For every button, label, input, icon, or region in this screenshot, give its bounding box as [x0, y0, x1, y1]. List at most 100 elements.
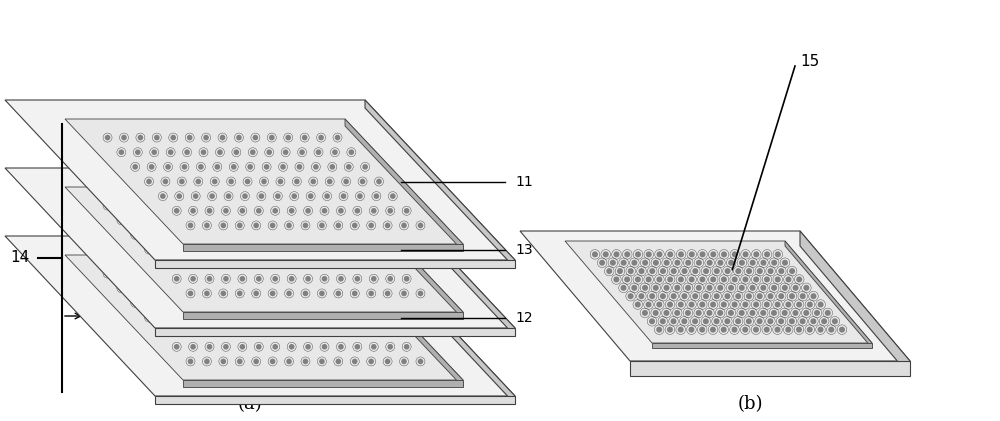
Circle shape	[681, 293, 687, 299]
Circle shape	[753, 277, 759, 282]
Circle shape	[401, 359, 407, 364]
Circle shape	[253, 135, 258, 140]
Circle shape	[728, 285, 734, 291]
Circle shape	[215, 232, 220, 238]
Circle shape	[302, 135, 307, 140]
Circle shape	[401, 223, 407, 228]
Circle shape	[606, 268, 612, 274]
Circle shape	[706, 310, 712, 316]
Text: (b): (b)	[737, 395, 763, 413]
Circle shape	[707, 260, 713, 266]
Circle shape	[338, 208, 344, 213]
Circle shape	[807, 301, 813, 308]
Circle shape	[313, 164, 319, 170]
Circle shape	[699, 327, 705, 333]
Circle shape	[160, 193, 166, 199]
Circle shape	[635, 251, 641, 257]
Circle shape	[341, 329, 346, 335]
Circle shape	[138, 203, 143, 208]
Circle shape	[671, 268, 677, 274]
Circle shape	[294, 247, 300, 252]
Circle shape	[203, 271, 209, 276]
Circle shape	[642, 285, 648, 291]
Circle shape	[330, 164, 335, 170]
Circle shape	[404, 276, 409, 282]
Circle shape	[250, 285, 256, 291]
Circle shape	[322, 276, 327, 282]
Circle shape	[678, 327, 684, 333]
Circle shape	[324, 261, 330, 267]
Circle shape	[771, 285, 777, 291]
Circle shape	[174, 344, 179, 349]
Circle shape	[678, 277, 684, 282]
Polygon shape	[155, 260, 515, 268]
Circle shape	[332, 217, 338, 223]
Circle shape	[628, 268, 634, 274]
Circle shape	[782, 260, 788, 266]
Polygon shape	[65, 119, 463, 244]
Circle shape	[242, 329, 248, 335]
Circle shape	[160, 329, 166, 335]
Circle shape	[814, 310, 820, 316]
Circle shape	[264, 164, 269, 170]
Circle shape	[341, 193, 346, 199]
Circle shape	[195, 247, 201, 252]
Circle shape	[231, 232, 237, 238]
Circle shape	[624, 277, 630, 282]
Circle shape	[692, 318, 698, 324]
Circle shape	[234, 149, 239, 155]
Circle shape	[105, 203, 110, 208]
Circle shape	[280, 300, 286, 306]
Circle shape	[207, 344, 212, 349]
Circle shape	[261, 179, 267, 184]
Circle shape	[717, 260, 723, 266]
Circle shape	[313, 300, 319, 306]
Circle shape	[778, 318, 784, 324]
Circle shape	[121, 203, 127, 208]
Circle shape	[360, 179, 365, 184]
Circle shape	[646, 301, 652, 308]
Circle shape	[624, 251, 630, 257]
Circle shape	[308, 193, 313, 199]
Circle shape	[621, 260, 627, 266]
Circle shape	[725, 268, 731, 274]
Circle shape	[703, 268, 709, 274]
Circle shape	[151, 285, 157, 291]
Circle shape	[731, 327, 737, 333]
Circle shape	[803, 285, 809, 291]
Circle shape	[253, 271, 258, 276]
Circle shape	[721, 301, 727, 308]
Circle shape	[803, 310, 809, 316]
Circle shape	[217, 285, 223, 291]
Circle shape	[285, 203, 291, 208]
Circle shape	[184, 149, 190, 155]
Circle shape	[660, 268, 666, 274]
Circle shape	[796, 327, 802, 333]
Circle shape	[221, 290, 226, 296]
Circle shape	[656, 301, 662, 308]
Circle shape	[371, 344, 377, 349]
Circle shape	[324, 329, 330, 335]
Polygon shape	[345, 119, 463, 251]
Circle shape	[335, 135, 340, 140]
Circle shape	[286, 290, 292, 296]
Circle shape	[728, 260, 734, 266]
Circle shape	[610, 260, 616, 266]
Circle shape	[789, 268, 795, 274]
Circle shape	[357, 261, 363, 267]
Circle shape	[270, 359, 275, 364]
Circle shape	[746, 293, 752, 299]
Circle shape	[318, 135, 324, 140]
Circle shape	[721, 251, 727, 257]
Circle shape	[735, 293, 741, 299]
Circle shape	[264, 232, 269, 238]
Circle shape	[696, 260, 702, 266]
Circle shape	[368, 290, 374, 296]
Circle shape	[753, 251, 759, 257]
Circle shape	[335, 203, 340, 208]
Polygon shape	[365, 168, 515, 336]
Circle shape	[385, 223, 390, 228]
Circle shape	[778, 268, 784, 274]
Circle shape	[710, 327, 716, 333]
Circle shape	[121, 135, 127, 140]
